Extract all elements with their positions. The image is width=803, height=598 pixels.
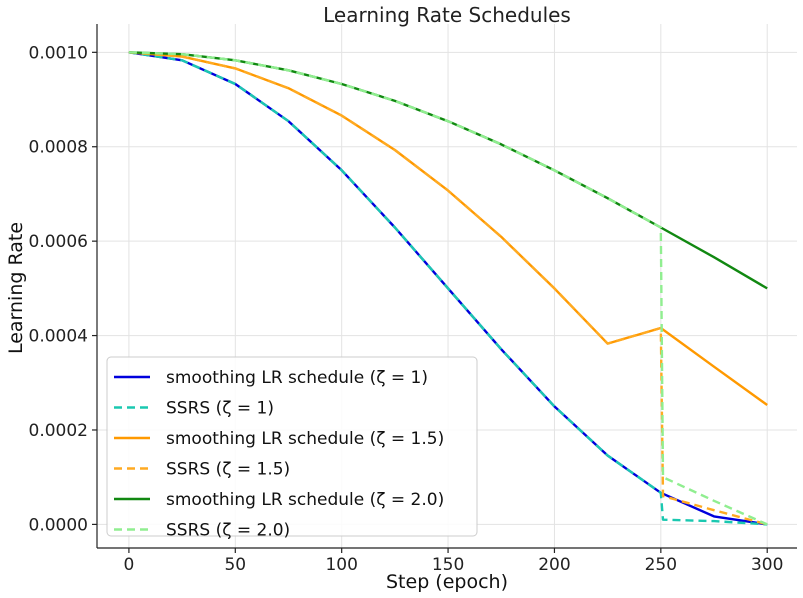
x-tick-label: 50	[224, 555, 246, 575]
legend-label-1: smoothing LR schedule (ζ = 1)	[166, 368, 428, 388]
x-tick-label: 0	[124, 555, 135, 575]
series	[128, 51, 768, 526]
y-tick-label: 0.0000	[29, 515, 88, 535]
x-axis-title: Step (epoch)	[386, 571, 508, 593]
series-line-2	[128, 51, 768, 526]
legend-label-5: smoothing LR schedule (ζ = 2.0)	[166, 490, 444, 510]
legend-label-6: SSRS (ζ = 2.0)	[166, 521, 290, 541]
legend-label-4: SSRS (ζ = 1.5)	[166, 460, 290, 480]
y-tick-label: 0.0004	[29, 327, 88, 347]
x-tick-label: 200	[538, 555, 570, 575]
legend-label-3: smoothing LR schedule (ζ = 1.5)	[166, 429, 444, 449]
y-tick-label: 0.0006	[29, 232, 88, 252]
y-tick-label: 0.0008	[29, 138, 88, 158]
x-tick-label: 250	[645, 555, 677, 575]
x-tick-label: 150	[432, 555, 464, 575]
y-tick-label: 0.0010	[29, 43, 88, 63]
x-tick-label: 300	[751, 555, 783, 575]
legend-box	[106, 356, 478, 537]
ticks: 0 50 100 150 200 250 300 0.0000 0.0002 0.0004 0.00…	[29, 43, 784, 575]
legend: smoothing LR schedule (ζ = 1) SSRS (ζ = 1…	[106, 356, 478, 541]
chart-title: Learning Rate Schedules	[323, 3, 571, 27]
x-tick-label: 100	[325, 555, 357, 575]
series-line-6	[128, 51, 768, 526]
y-axis-title: Learning Rate	[5, 222, 27, 354]
y-tick-label: 0.0002	[29, 421, 88, 441]
axes	[96, 24, 797, 549]
legend-label-2: SSRS (ζ = 1)	[166, 399, 274, 419]
